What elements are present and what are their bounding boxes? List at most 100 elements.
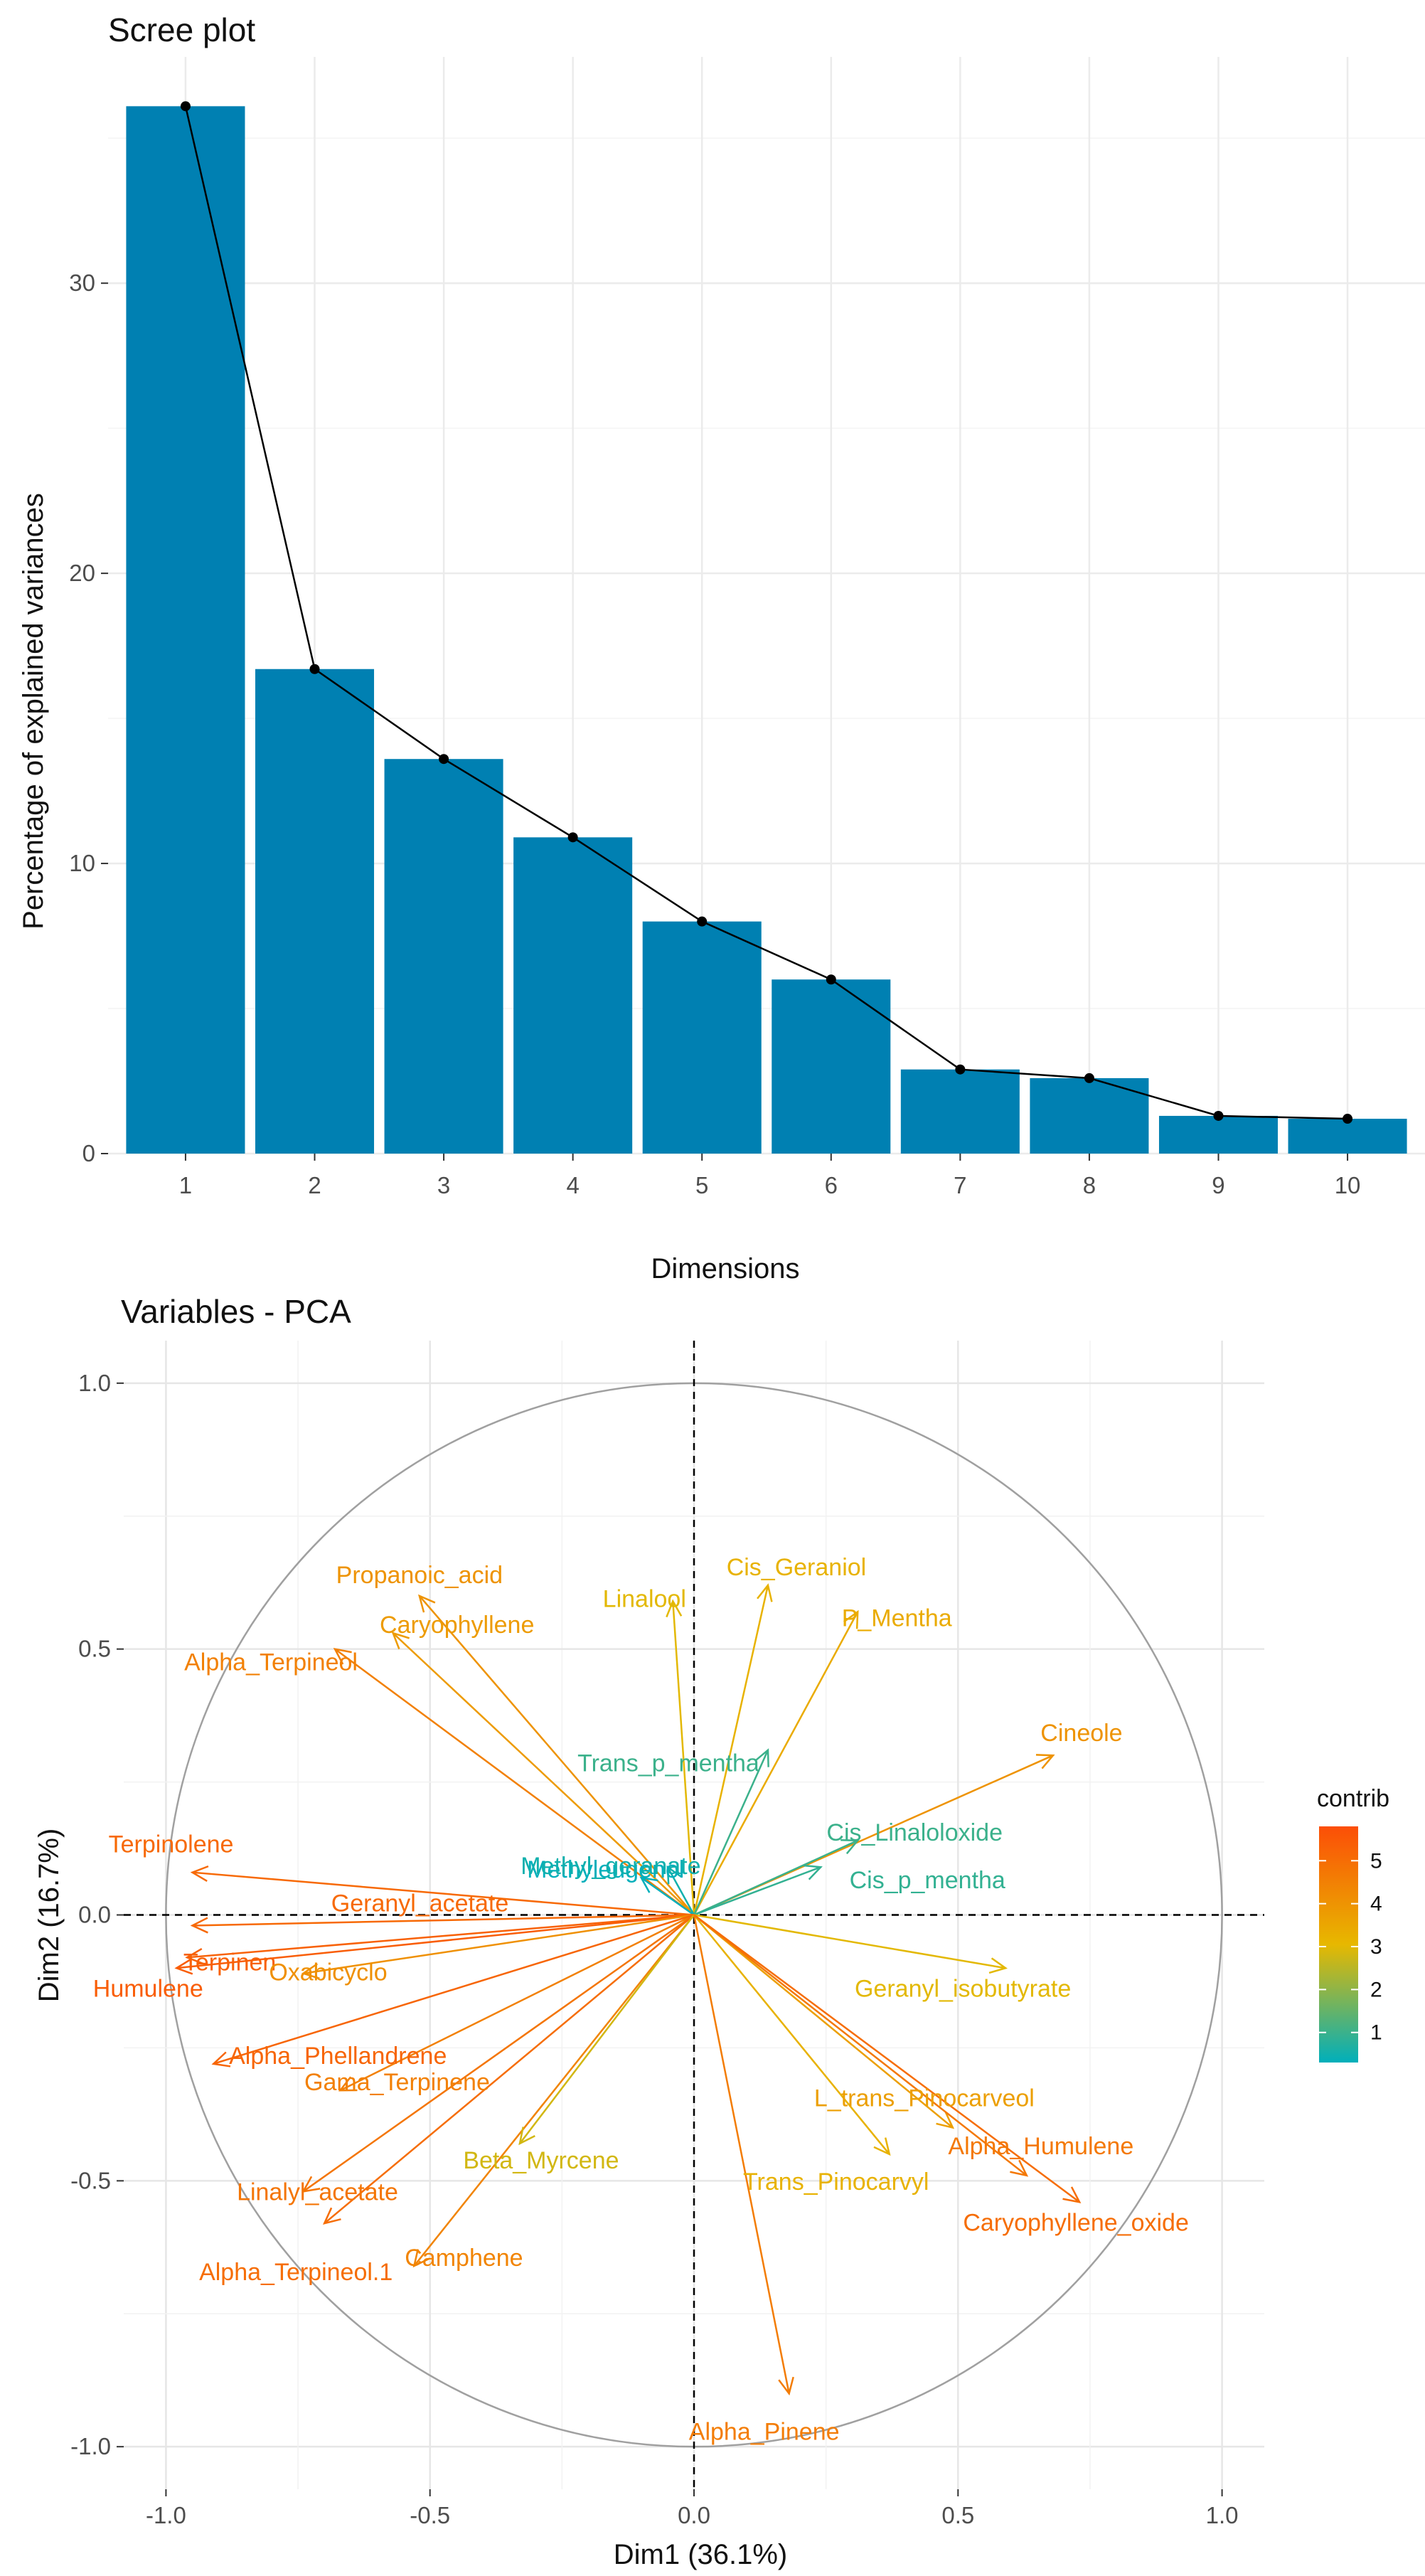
pca-y-tick-label: 1.0 <box>78 1370 111 1396</box>
variable-arrow-head <box>873 2137 891 2156</box>
variable-arrow-head <box>666 1599 683 1618</box>
legend-tick-label: 5 <box>1370 1849 1382 1873</box>
variable-arrow-shaft <box>693 1839 858 1916</box>
legend-tick-label: 3 <box>1370 1935 1382 1959</box>
variable-label: Terpinen <box>183 1949 276 1976</box>
scree-x-tick-label: 4 <box>566 1172 579 1198</box>
legend-tick-label: 4 <box>1370 1893 1382 1916</box>
legend-tick-label: 2 <box>1370 1978 1382 2001</box>
scree-x-tick-label: 3 <box>437 1172 450 1198</box>
scree-x-tick-label: 6 <box>825 1172 838 1198</box>
pca-y-tick-label: 0.0 <box>78 1902 111 1928</box>
variable-arrow-shaft <box>693 1914 1080 2203</box>
pca-x-tick-label: -1.0 <box>146 2502 186 2528</box>
variable-arrow-shaft <box>392 1632 695 1916</box>
variable-arrow-shaft <box>693 1914 954 2129</box>
legend-title: contrib <box>1317 1785 1389 1812</box>
variable-label: Alpha_Phellandrene <box>229 2043 447 2070</box>
scree-y-axis-title: Percentage of explained variances <box>18 493 49 930</box>
pca-tick-labels: -1.0 -0.5 0.0 0.5 1.0 -1.0 -0.5 0.0 0.5 1.0 <box>70 1370 1238 2528</box>
scree-x-tick-label: 8 <box>1083 1172 1096 1198</box>
variable-label: Humulene <box>93 1975 203 2002</box>
scree-bar <box>255 669 375 1154</box>
variable-arrow-head <box>754 1748 769 1767</box>
variable-arrow-head <box>391 1632 410 1650</box>
variable-arrow-shaft <box>693 1914 1006 1969</box>
variable-arrow-shaft <box>641 1877 695 1916</box>
pca-x-tick-label: -0.5 <box>410 2502 450 2528</box>
variable-label: Alpha_Terpineol.1 <box>199 2259 393 2286</box>
variable-label: Terpinolene <box>109 1831 234 1858</box>
variable-arrow-shaft <box>339 1914 695 2092</box>
variable-arrow-shaft <box>324 1914 695 2225</box>
pca-variable-labels: Propanoic_acid Caryophyllene Alpha_Terpine… <box>93 1554 1189 2445</box>
variable-label: Linalool <box>603 1585 686 1612</box>
scree-x-tick-label: 2 <box>308 1172 321 1198</box>
variable-arrow-head <box>778 2376 794 2396</box>
scree-y-tick-label: 20 <box>69 560 95 586</box>
scree-x-tick-label: 10 <box>1335 1172 1361 1198</box>
variable-arrow-head <box>190 1917 208 1934</box>
variable-arrow-shaft <box>693 1915 790 2394</box>
variable-label: Cineole <box>1040 1720 1122 1747</box>
variable-arrow-shaft <box>418 1595 695 1916</box>
variable-label: P_Mentha <box>842 1604 952 1632</box>
variable-label: Alpha_Pinene <box>689 2418 840 2445</box>
scree-x-tick-label: 1 <box>179 1172 192 1198</box>
scree-point <box>180 101 191 112</box>
variable-arrow-head <box>301 2176 321 2193</box>
scree-x-axis-title: Dimensions <box>651 1253 800 1284</box>
variable-arrow-shaft <box>213 1914 695 2065</box>
variable-arrow-head <box>639 1876 658 1893</box>
variable-arrow-head <box>338 2076 358 2092</box>
variable-label: Geranyl_acetate <box>331 1890 509 1917</box>
pca-y-axis-title: Dim2 (16.7%) <box>33 1829 65 2003</box>
scree-point <box>309 664 320 674</box>
variable-arrow-head <box>666 1865 683 1885</box>
pca-y-tick-label: -1.0 <box>70 2433 111 2459</box>
variable-arrow-head <box>1062 2186 1082 2203</box>
variable-arrow-head <box>757 1583 773 1602</box>
scree-bar <box>513 837 633 1154</box>
contrib-legend: contrib 1 2 3 4 5 <box>1317 1785 1389 2063</box>
variable-arrow-head <box>412 2249 430 2268</box>
variable-label: L_trans_Pinocarveol <box>814 2085 1035 2112</box>
variable-label: Beta_Myrcene <box>463 2147 619 2174</box>
variable-arrow-shaft <box>192 1914 695 1927</box>
variable-arrow-head <box>840 1839 860 1855</box>
variable-label: Trans_Pinocarvyl <box>743 2168 929 2196</box>
scree-bar <box>772 979 891 1154</box>
variable-label: Linalyl_acetate <box>237 2178 398 2205</box>
variable-arrow-shaft <box>693 1585 769 1915</box>
legend-tick-label: 1 <box>1370 2021 1382 2045</box>
variable-label: Caryophyllene_oxide <box>963 2209 1189 2236</box>
variable-label: Cis_Geraniol <box>727 1554 867 1581</box>
variable-label: Cis_p_mentha <box>850 1867 1005 1894</box>
scree-point <box>826 974 836 985</box>
scree-bar <box>126 106 245 1154</box>
variable-arrow-head <box>804 1864 823 1880</box>
scree-point <box>955 1064 966 1075</box>
variable-arrow-shaft <box>334 1648 695 1916</box>
scree-bar <box>642 921 762 1154</box>
scree-y-tick-label: 30 <box>69 270 95 296</box>
variable-arrow-shaft <box>518 1914 695 2144</box>
scree-x-tick-label: 9 <box>1212 1172 1224 1198</box>
pca-variables-panel: Variables - PCA B Propanoic_acidCaryophy… <box>33 1293 1389 2570</box>
scree-point <box>567 832 578 843</box>
variable-arrow-shaft <box>693 1866 821 1916</box>
variable-arrow-shaft <box>176 1914 695 1969</box>
variable-arrow-shaft <box>187 1914 695 1959</box>
variable-label: Trans_p_mentha <box>577 1750 759 1777</box>
variable-arrow-shaft <box>413 1914 695 2267</box>
variable-arrow-head <box>174 1958 193 1975</box>
pca-x-axis-title: Dim1 (36.1%) <box>614 2539 788 2570</box>
variable-arrow-head <box>417 1594 436 1613</box>
scree-bar <box>1030 1077 1149 1154</box>
variable-arrow-shaft <box>693 1914 1028 2176</box>
scree-point <box>1084 1073 1094 1083</box>
pca-x-tick-label: 1.0 <box>1206 2502 1239 2528</box>
pca-y-tick-label: 0.5 <box>78 1636 111 1662</box>
